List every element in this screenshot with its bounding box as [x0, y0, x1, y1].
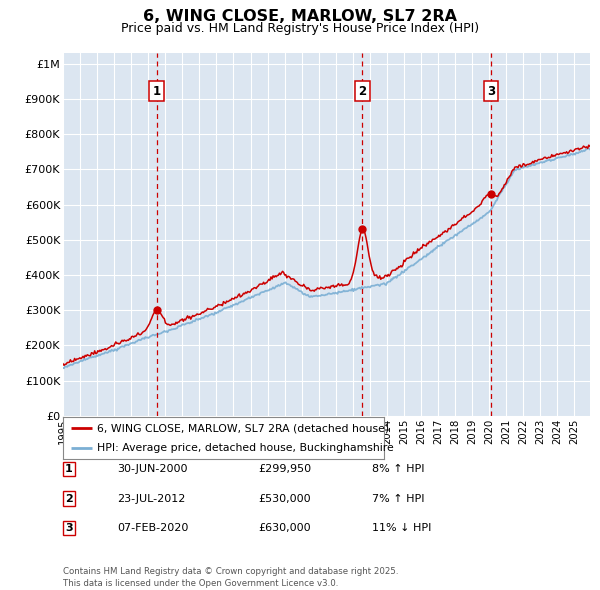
- Text: 11% ↓ HPI: 11% ↓ HPI: [372, 523, 431, 533]
- Text: 3: 3: [487, 85, 495, 98]
- Text: 6, WING CLOSE, MARLOW, SL7 2RA: 6, WING CLOSE, MARLOW, SL7 2RA: [143, 9, 457, 24]
- Text: 2: 2: [65, 494, 73, 503]
- Text: 30-JUN-2000: 30-JUN-2000: [117, 464, 187, 474]
- Text: 3: 3: [65, 523, 73, 533]
- Text: 2: 2: [358, 85, 367, 98]
- Text: 07-FEB-2020: 07-FEB-2020: [117, 523, 188, 533]
- Text: £299,950: £299,950: [258, 464, 311, 474]
- Text: HPI: Average price, detached house, Buckinghamshire: HPI: Average price, detached house, Buck…: [97, 442, 394, 453]
- Text: 8% ↑ HPI: 8% ↑ HPI: [372, 464, 425, 474]
- Text: 1: 1: [153, 85, 161, 98]
- Text: 7% ↑ HPI: 7% ↑ HPI: [372, 494, 425, 503]
- Text: £630,000: £630,000: [258, 523, 311, 533]
- Text: Contains HM Land Registry data © Crown copyright and database right 2025.
This d: Contains HM Land Registry data © Crown c…: [63, 568, 398, 588]
- Text: £530,000: £530,000: [258, 494, 311, 503]
- Text: Price paid vs. HM Land Registry's House Price Index (HPI): Price paid vs. HM Land Registry's House …: [121, 22, 479, 35]
- Text: 6, WING CLOSE, MARLOW, SL7 2RA (detached house): 6, WING CLOSE, MARLOW, SL7 2RA (detached…: [97, 423, 389, 433]
- Text: 1: 1: [65, 464, 73, 474]
- Text: 23-JUL-2012: 23-JUL-2012: [117, 494, 185, 503]
